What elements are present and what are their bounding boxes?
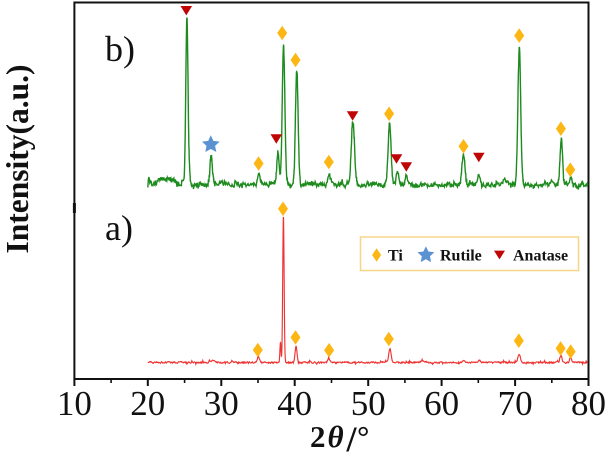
svg-text:Anatase: Anatase xyxy=(513,248,568,265)
svg-text:Rutile: Rutile xyxy=(440,248,482,265)
svg-text:2θ/°: 2θ/° xyxy=(310,419,369,456)
svg-text:80: 80 xyxy=(571,384,605,423)
svg-text:50: 50 xyxy=(351,384,386,423)
svg-text:a): a) xyxy=(105,208,133,248)
svg-text:20: 20 xyxy=(130,384,165,423)
svg-text:b): b) xyxy=(105,29,135,69)
svg-text:40: 40 xyxy=(277,384,312,423)
svg-text:Intensity(a.u.): Intensity(a.u.) xyxy=(0,64,35,253)
svg-text:Ti: Ti xyxy=(388,248,403,265)
svg-text:60: 60 xyxy=(424,384,459,423)
svg-text:30: 30 xyxy=(204,384,239,423)
svg-text:10: 10 xyxy=(57,384,92,423)
svg-text:70: 70 xyxy=(498,384,533,423)
